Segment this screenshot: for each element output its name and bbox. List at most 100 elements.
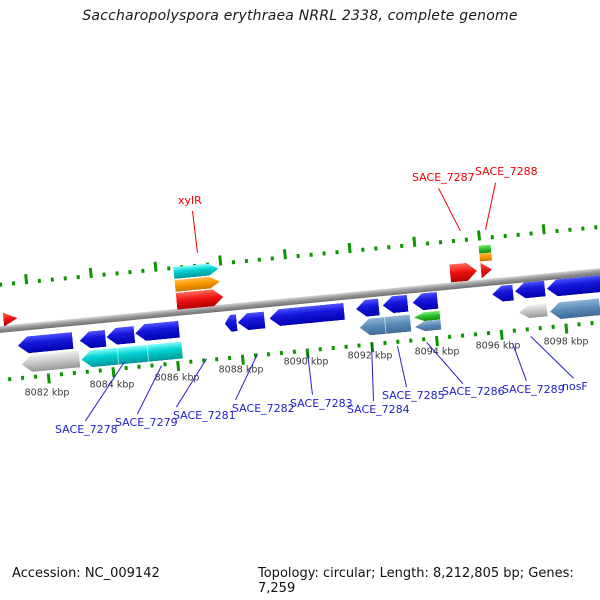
scale-label-kbp: 8098 kbp (543, 336, 589, 348)
scale-major-tick (347, 242, 352, 254)
scale-minor-tick (374, 246, 378, 251)
scale-minor-tick (102, 272, 106, 277)
scale-minor-tick (72, 370, 77, 376)
gene-SACE_7278-blue[interactable] (17, 332, 73, 354)
scale-minor-tick (128, 270, 132, 275)
gene-label-SACE_7287[interactable]: SACE_7287 (412, 171, 475, 184)
gene-label-SACE_7283[interactable]: SACE_7283 (290, 397, 353, 410)
scale-minor-tick (331, 345, 335, 351)
scale-minor-tick (163, 362, 167, 367)
scale-major-tick (153, 261, 158, 272)
scale-major-tick (477, 230, 482, 241)
gene-blue[interactable] (412, 292, 439, 311)
scale-minor-tick (296, 253, 300, 259)
gene-label-xylR[interactable]: xylR (178, 194, 202, 207)
scale-minor-tick (577, 322, 581, 327)
scale-label-kbp: 8094 kbp (414, 346, 460, 358)
gene-SACE_7283-blue[interactable] (269, 303, 345, 327)
gene-label-nosF[interactable]: nosF (562, 380, 588, 393)
scale-minor-tick (98, 368, 102, 373)
scale-minor-tick (516, 232, 520, 237)
scale-minor-tick (335, 250, 339, 255)
gene-blue[interactable] (106, 326, 136, 346)
gene-blue[interactable] (135, 321, 180, 342)
forward-strand-genes (0, 0, 600, 38)
scale-minor-tick (270, 256, 274, 261)
scale-major-tick (412, 236, 417, 247)
scale-minor-tick (309, 252, 313, 257)
scale-minor-tick (279, 350, 284, 356)
scale-minor-tick (85, 369, 89, 374)
scale-major-tick (564, 323, 569, 334)
scale-minor-tick (167, 266, 171, 271)
scale-minor-tick (292, 349, 297, 354)
scale-minor-tick (137, 364, 141, 369)
scale-minor-tick (227, 355, 232, 361)
reverse-strand-tick-track (0, 0, 600, 384)
gene-blue[interactable] (224, 314, 238, 332)
gene-blue[interactable] (79, 330, 107, 349)
scale-minor-tick (215, 357, 219, 362)
scale-label-kbp: 8082 kbp (24, 387, 70, 399)
scale-major-tick (176, 360, 181, 372)
scale-major-tick (88, 267, 93, 279)
scale-label-kbp: 8096 kbp (475, 340, 521, 352)
scale-minor-tick (124, 365, 128, 371)
scale-major-tick (24, 274, 29, 285)
gene-blue[interactable] (355, 299, 380, 318)
scale-minor-tick (551, 324, 555, 329)
gene-SACE_7289-gray[interactable] (518, 303, 547, 319)
scale-minor-tick (490, 235, 494, 240)
gene-label-SACE_7286[interactable]: SACE_7286 (442, 385, 505, 398)
scale-minor-tick (525, 327, 529, 332)
scale-label-kbp: 8084 kbp (89, 379, 135, 391)
gene-label-SACE_7279[interactable]: SACE_7279 (115, 416, 178, 429)
scale-major-tick (282, 249, 287, 260)
gene-nosF-steel[interactable] (549, 298, 600, 320)
scale-major-tick (499, 329, 504, 340)
scale-minor-tick (590, 320, 594, 326)
gene-label-SACE_7282[interactable]: SACE_7282 (232, 402, 295, 415)
gene-SACE_7284-steel[interactable] (359, 315, 411, 337)
gene-label-SACE_7278[interactable]: SACE_7278 (55, 423, 118, 436)
scale-major-tick (218, 255, 223, 266)
gene-blue[interactable] (491, 285, 513, 303)
scale-minor-tick (581, 226, 585, 231)
gene-SACE_7288-red[interactable] (480, 262, 492, 279)
gene-steel[interactable] (415, 320, 442, 332)
reverse-strand-genes (0, 0, 600, 38)
gene-segment-divider (384, 317, 387, 334)
scale-label-kbp: 8088 kbp (218, 364, 264, 376)
scale-minor-tick (7, 377, 12, 382)
scale-label-kbp: 8092 kbp (347, 350, 393, 362)
scale-minor-tick (464, 237, 469, 242)
gene-blue[interactable] (382, 295, 409, 314)
gene-gray[interactable] (21, 350, 80, 372)
gene-label-SACE_7289[interactable]: SACE_7289 (502, 383, 565, 396)
scale-minor-tick (409, 338, 413, 343)
scale-minor-tick (447, 334, 452, 339)
gene-label-SACE_7285[interactable]: SACE_7285 (382, 389, 445, 402)
scale-minor-tick (383, 340, 387, 346)
scale-minor-tick (594, 225, 598, 230)
scale-minor-tick (0, 282, 3, 287)
gene-SACE_7288-orange[interactable] (479, 252, 492, 262)
scale-minor-tick (150, 363, 154, 368)
gene-label-SACE_7284[interactable]: SACE_7284 (347, 403, 410, 416)
scale-minor-tick (396, 339, 400, 344)
scale-minor-tick (115, 271, 119, 276)
scale-minor-tick (357, 343, 361, 348)
scale-minor-tick (244, 258, 249, 264)
scale-minor-tick (11, 281, 16, 286)
scale-minor-tick (189, 359, 193, 364)
scale-minor-tick (512, 328, 517, 333)
gene-label-SACE_7281[interactable]: SACE_7281 (173, 409, 236, 422)
gene-blue[interactable] (514, 281, 545, 300)
gene-label-SACE_7288[interactable]: SACE_7288 (475, 165, 538, 178)
gene-SACE_7282-blue[interactable] (237, 312, 266, 332)
page-title: Saccharopolyspora erythraea NRRL 2338, c… (82, 8, 518, 24)
scale-minor-tick (33, 374, 38, 379)
scale-minor-tick (59, 372, 64, 377)
